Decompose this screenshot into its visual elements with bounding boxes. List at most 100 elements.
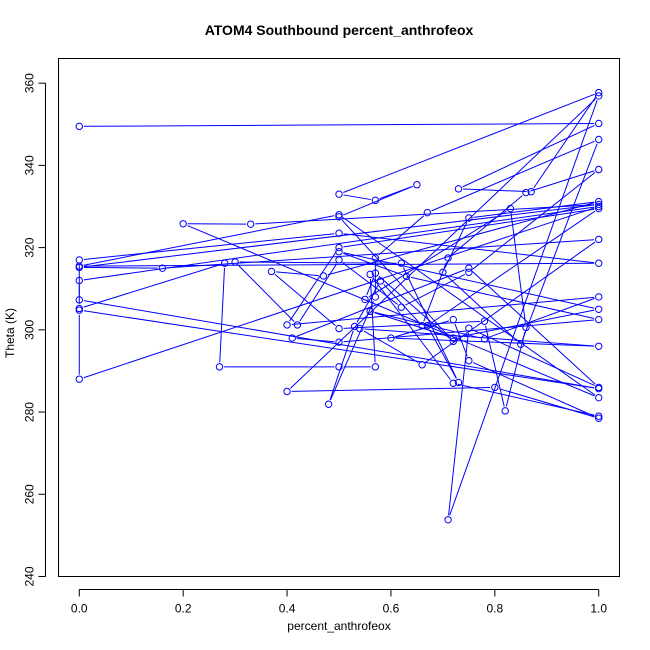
- series-segment: [342, 216, 596, 396]
- data-point: [595, 202, 603, 211]
- series-segment: [291, 296, 595, 325]
- data-point: [324, 400, 333, 408]
- x-tick-label: 1.0: [590, 602, 607, 616]
- data-point: [376, 277, 385, 285]
- series-segment: [444, 221, 468, 269]
- y-tick-label: 340: [23, 155, 37, 175]
- data-point: [444, 516, 452, 524]
- y-tick-label: 280: [23, 402, 37, 422]
- series-segment: [289, 251, 337, 322]
- data-point: [449, 379, 457, 387]
- data-point: [595, 384, 603, 393]
- y-axis-label: Theta (K): [3, 308, 17, 358]
- series-segment: [499, 388, 595, 418]
- series-segment: [366, 277, 375, 296]
- data-point: [595, 414, 603, 422]
- data-point: [397, 303, 406, 311]
- data-point: [371, 269, 380, 277]
- series-segment: [187, 225, 595, 397]
- series-segment: [291, 386, 491, 392]
- data-point: [595, 259, 603, 267]
- series-segment: [533, 96, 597, 189]
- series-segment: [505, 331, 526, 407]
- series-segment: [343, 93, 595, 193]
- series-segment: [374, 311, 481, 339]
- series-segment: [343, 233, 595, 264]
- data-point: [356, 324, 364, 333]
- data-point: [267, 267, 276, 276]
- x-axis-label: percent_anthrofeox: [287, 619, 390, 633]
- series-segment: [274, 274, 336, 327]
- series-segment: [343, 185, 413, 216]
- series-segment: [83, 215, 335, 266]
- data-point: [366, 307, 374, 316]
- series-segment: [237, 264, 295, 322]
- series-segment: [83, 262, 595, 267]
- data-point: [506, 204, 515, 213]
- series-segment: [395, 337, 595, 347]
- x-tick-label: 0.2: [175, 602, 192, 616]
- data-point: [75, 256, 83, 264]
- series-segment: [463, 188, 527, 193]
- data-point: [335, 243, 343, 252]
- data-point: [418, 322, 426, 330]
- series-segment: [343, 208, 595, 248]
- data-point: [454, 378, 463, 387]
- data-point: [75, 122, 83, 131]
- data-point: [595, 88, 603, 97]
- data-point: [361, 295, 369, 304]
- data-point: [335, 248, 343, 256]
- data-point: [231, 258, 239, 266]
- x-axis: 0.0 0.2 0.4 0.6 0.8 1.0: [71, 589, 607, 616]
- data-point: [246, 220, 255, 228]
- data-point: [444, 254, 452, 262]
- data-point: [439, 268, 447, 276]
- series-segment: [374, 312, 450, 338]
- data-point: [465, 356, 473, 365]
- series-segment: [471, 270, 596, 385]
- data-point: [319, 272, 328, 280]
- data-point: [371, 363, 380, 371]
- data-point: [501, 407, 509, 415]
- chart-title: ATOM4 Southbound percent_anthrofeox: [205, 22, 474, 38]
- x-tick-label: 0.8: [486, 602, 503, 616]
- series-segment: [423, 262, 447, 322]
- series-segment: [429, 329, 457, 379]
- series-segment: [356, 284, 379, 323]
- data-point: [413, 181, 421, 189]
- y-tick-label: 300: [23, 320, 37, 340]
- data-point: [75, 276, 83, 285]
- data-point: [335, 213, 343, 221]
- series-segment: [83, 233, 335, 260]
- data-point: [288, 334, 296, 342]
- data-point: [595, 119, 603, 128]
- series-segment: [83, 206, 595, 281]
- data-point: [283, 387, 291, 396]
- series-segment: [410, 276, 595, 320]
- data-point: [465, 214, 473, 222]
- series-segment: [457, 383, 595, 416]
- data-point: [449, 315, 457, 324]
- data-point: [465, 268, 473, 276]
- data-point: [215, 363, 224, 371]
- y-tick-label: 360: [23, 73, 37, 93]
- data-point: [454, 185, 463, 193]
- series-segment: [484, 325, 505, 407]
- series-segment: [299, 263, 337, 322]
- data-point: [402, 272, 411, 281]
- data-point: [75, 296, 83, 304]
- series-segment: [343, 319, 595, 343]
- data-point: [449, 334, 457, 342]
- data-point: [595, 200, 603, 209]
- data-point: [335, 338, 343, 346]
- data-point: [595, 197, 603, 206]
- series-segment: [83, 264, 221, 308]
- data-point: [595, 135, 603, 144]
- data-point: [449, 337, 457, 346]
- data-point: [527, 188, 535, 196]
- x-tick-label: 0.0: [71, 602, 88, 616]
- series-segment: [472, 329, 595, 386]
- data-point: [480, 317, 489, 325]
- data-point: [595, 92, 603, 100]
- series-segment: [448, 332, 469, 516]
